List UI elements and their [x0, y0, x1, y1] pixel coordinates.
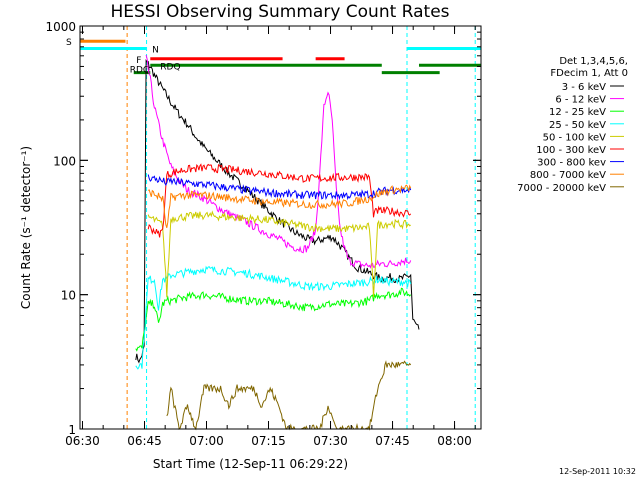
y-tick-label-0: 1: [68, 423, 76, 437]
legend-label-3: 25 - 50 keV: [549, 120, 606, 131]
series-line-8: [166, 360, 412, 431]
y-tick-label-2: 100: [53, 154, 76, 168]
legend-label-6: 300 - 800 kev: [537, 158, 606, 169]
series-line-4: [147, 210, 412, 298]
x-tick-label-6: 08:00: [437, 434, 472, 448]
date-stamp: 12-Sep-2011 10:32: [559, 467, 636, 476]
series-line-0: [135, 58, 420, 364]
legend-header-0: Det 1,3,4,5,6,: [559, 56, 628, 67]
legend-label-0: 3 - 6 keV: [562, 82, 606, 93]
legend-label-2: 12 - 25 keV: [549, 107, 606, 118]
legend-label-7: 800 - 7000 keV: [530, 170, 606, 181]
legend-label-1: 6 - 12 keV: [555, 95, 606, 106]
x-axis-label: Start Time (12-Sep-11 06:29:22): [153, 457, 348, 471]
x-tick-label-2: 07:00: [189, 434, 224, 448]
y-tick-label-1: 10: [61, 289, 76, 303]
legend-label-4: 50 - 100 keV: [543, 132, 607, 143]
series-line-6: [147, 174, 412, 201]
flag-label-0: S: [66, 38, 72, 48]
flag-label-3: RDQ: [160, 62, 180, 72]
series-line-7: [147, 184, 412, 228]
flag-label-4: RDQ: [130, 66, 150, 76]
legend-header-1: FDecim 1, Att 0: [550, 68, 628, 79]
legend-label-8: 7000 - 20000 keV: [517, 183, 606, 194]
x-tick-label-3: 07:15: [251, 434, 286, 448]
x-tick-label-5: 07:45: [375, 434, 410, 448]
x-tick-label-4: 07:30: [313, 434, 348, 448]
series-line-5: [147, 163, 412, 238]
chart-axes: 1 10 100 1000 06:30 06:45 07:00 07:15 07:30 07:45…: [19, 20, 482, 471]
series-line-3: [135, 265, 412, 370]
flag-label-1: N: [152, 45, 159, 55]
chart-title: HESSI Observing Summary Count Rates: [110, 2, 450, 22]
x-tick-label-1: 06:45: [127, 434, 162, 448]
y-axis-label: Count Rate (s⁻¹ detector⁻¹): [19, 146, 33, 309]
y-tick-label-3: 1000: [45, 20, 76, 34]
legend-label-5: 100 - 300 keV: [536, 145, 606, 156]
series-line-1: [145, 54, 412, 269]
flag-label-2: F: [136, 56, 141, 66]
chart-legend: Det 1,3,4,5,6,FDecim 1, Att 0 3 - 6 keV 6 …: [517, 56, 628, 194]
series-line-2: [135, 287, 412, 352]
x-tick-label-0: 06:30: [65, 434, 100, 448]
plot-frame: [79, 25, 482, 430]
